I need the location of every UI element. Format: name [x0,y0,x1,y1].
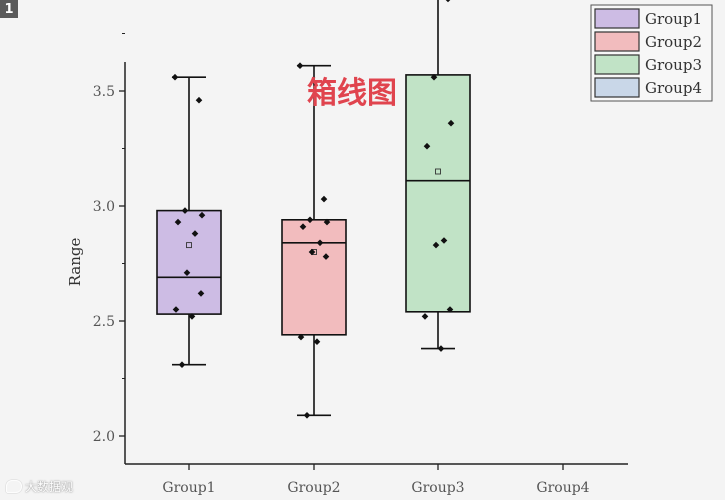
data-point [181,207,189,214]
y-tick-label: 2.0 [93,429,115,445]
x-axis-ticks: Group1 Group2 Group3 Group4 [162,464,590,496]
data-point [297,333,305,341]
data-point [191,230,199,237]
data-point [174,218,182,226]
data-point [178,361,186,368]
y-axis-ticks: 2.02.53.03.54.04.55.0 [93,33,125,445]
data-point [432,241,440,249]
data-point [183,269,191,276]
watermark: 大数据观 [6,478,73,495]
watermark-logo-icon [6,480,22,493]
box-group [405,0,471,352]
data-point [172,306,180,313]
box-plot-groups [156,0,471,419]
x-tick-label: Group2 [287,480,340,496]
data-point [316,239,324,247]
legend-label: Group2 [645,33,702,51]
data-point [197,290,205,297]
y-axis-label: Range [66,238,84,287]
mean-marker [186,242,192,249]
x-tick-label: Group3 [411,480,464,496]
legend-swatch [594,31,640,52]
data-point [313,338,321,345]
box-group [281,62,347,419]
data-point [198,211,206,219]
legend-label: Group1 [645,10,702,28]
data-point [188,313,196,320]
watermark-text: 大数据观 [25,480,74,494]
y-tick-label: 3.0 [93,199,115,215]
data-point [195,96,203,104]
data-point [308,248,316,256]
box-iqr [405,74,471,313]
y-tick-label: 2.5 [93,314,115,330]
panel-number-badge: 1 [0,0,18,18]
chart-legend: Group1 Group2 Group3 Group4 [590,4,713,102]
legend-label: Group4 [645,79,702,97]
data-point [446,306,454,313]
legend-swatch [594,8,640,29]
x-tick-label: Group4 [536,480,589,496]
data-point [445,0,451,3]
chart-title: 箱线图 [307,76,397,111]
data-point [322,253,330,260]
box-iqr [156,209,222,315]
data-point [296,62,304,69]
box-iqr [281,219,347,336]
data-point [440,237,448,244]
data-point [306,216,314,224]
legend-swatch [594,54,640,75]
data-point [303,412,311,419]
data-point [447,119,455,127]
data-point [171,73,179,81]
data-point [320,195,328,203]
mean-marker [435,168,441,175]
legend-label: Group3 [645,56,702,74]
data-point [323,218,331,226]
box-group [156,73,222,368]
data-point [299,223,307,230]
data-point [430,73,438,81]
data-point [423,142,431,150]
legend-swatch [594,77,640,98]
x-tick-label: Group1 [162,480,215,496]
y-tick-label: 3.5 [93,84,115,100]
data-point [421,313,429,320]
data-point [437,345,445,352]
